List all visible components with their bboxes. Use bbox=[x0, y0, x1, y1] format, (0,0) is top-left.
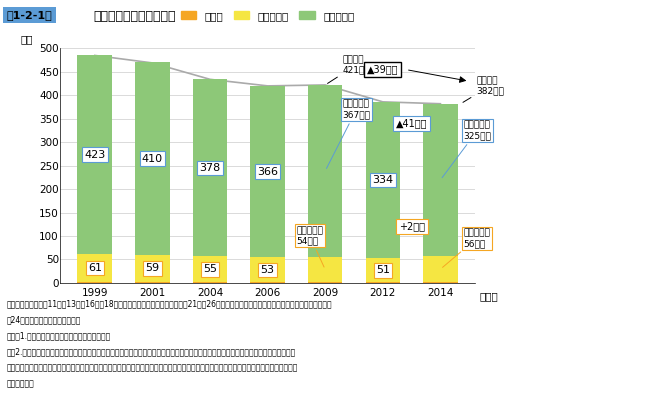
Text: 423: 423 bbox=[84, 149, 106, 160]
Text: （注）1.企業数＝会社数＋個人事業者数とする。: （注）1.企業数＝会社数＋個人事業者数とする。 bbox=[7, 331, 111, 340]
Bar bbox=[78, 254, 112, 282]
Text: 378: 378 bbox=[199, 163, 221, 173]
Text: 53: 53 bbox=[261, 265, 274, 275]
Text: 51: 51 bbox=[376, 265, 390, 276]
Bar bbox=[193, 282, 227, 283]
Text: 情報も一括して報告する本社等一括調査を実施しているため、「事業所・企業統計調査」による結果と単純に比較することは適切では: 情報も一括して報告する本社等一括調査を実施しているため、「事業所・企業統計調査」… bbox=[7, 364, 298, 372]
Bar bbox=[250, 86, 285, 257]
Text: 小規模企業
325万者: 小規模企業 325万者 bbox=[442, 121, 491, 178]
Legend: 大企業, 中規模企業, 小規模企業: 大企業, 中規模企業, 小規模企業 bbox=[177, 7, 359, 25]
Y-axis label: 万者: 万者 bbox=[21, 34, 33, 44]
Bar bbox=[423, 256, 458, 282]
Text: 55: 55 bbox=[203, 264, 217, 274]
Text: 企業規模別企業数の推移: 企業規模別企業数の推移 bbox=[94, 10, 176, 23]
Text: 中規模企業
56万者: 中規模企業 56万者 bbox=[442, 229, 490, 267]
Bar bbox=[308, 85, 343, 257]
Text: 2.経済センサスでは、商業・法人登記等の行政記録を活用して、事業所・企業の補足範囲を拡大しており、本社等の事業主が支所等の: 2.経済センサスでは、商業・法人登記等の行政記録を活用して、事業所・企業の補足範… bbox=[7, 347, 296, 356]
Bar bbox=[135, 255, 170, 282]
Bar bbox=[423, 104, 458, 256]
Bar bbox=[365, 259, 400, 282]
Text: ▲41万者: ▲41万者 bbox=[396, 118, 427, 128]
Bar bbox=[193, 79, 227, 257]
Bar bbox=[365, 102, 400, 259]
Text: 小規模企業
367万者: 小規模企業 367万者 bbox=[326, 100, 371, 168]
Text: ▲39万者: ▲39万者 bbox=[367, 65, 399, 75]
Text: +2万者: +2万者 bbox=[399, 221, 425, 231]
Text: 成24年経済センサス－活動調査」: 成24年経済センサス－活動調査」 bbox=[7, 315, 81, 324]
Bar bbox=[308, 282, 343, 283]
Bar bbox=[308, 257, 343, 282]
Bar bbox=[250, 282, 285, 283]
Bar bbox=[250, 257, 285, 282]
Bar bbox=[135, 282, 170, 283]
Bar bbox=[78, 282, 112, 283]
Text: 59: 59 bbox=[145, 263, 159, 274]
Text: 61: 61 bbox=[88, 263, 102, 273]
Text: 334: 334 bbox=[372, 175, 393, 185]
Text: 410: 410 bbox=[142, 154, 163, 164]
Text: 企業数計
382万者: 企業数計 382万者 bbox=[463, 76, 504, 102]
Bar bbox=[423, 282, 458, 283]
Text: 中規模企業
54万者: 中規模企業 54万者 bbox=[296, 226, 324, 267]
Text: ない。: ない。 bbox=[7, 380, 34, 389]
Bar bbox=[135, 63, 170, 255]
Text: 企業数計
421万者: 企業数計 421万者 bbox=[328, 55, 370, 84]
Bar bbox=[193, 257, 227, 282]
Bar bbox=[78, 55, 112, 254]
Text: （年）: （年） bbox=[479, 291, 498, 301]
Bar bbox=[365, 282, 400, 283]
Text: 366: 366 bbox=[257, 166, 278, 177]
Text: 第1-2-1図: 第1-2-1図 bbox=[7, 10, 52, 20]
Text: 資料：総務省「平成11年、13年、16年、18年事業所・企業統計調査」、「平成21年、26年経済センサス－基礎調査」、総務省・経済産業省「平: 資料：総務省「平成11年、13年、16年、18年事業所・企業統計調査」、「平成2… bbox=[7, 299, 332, 308]
